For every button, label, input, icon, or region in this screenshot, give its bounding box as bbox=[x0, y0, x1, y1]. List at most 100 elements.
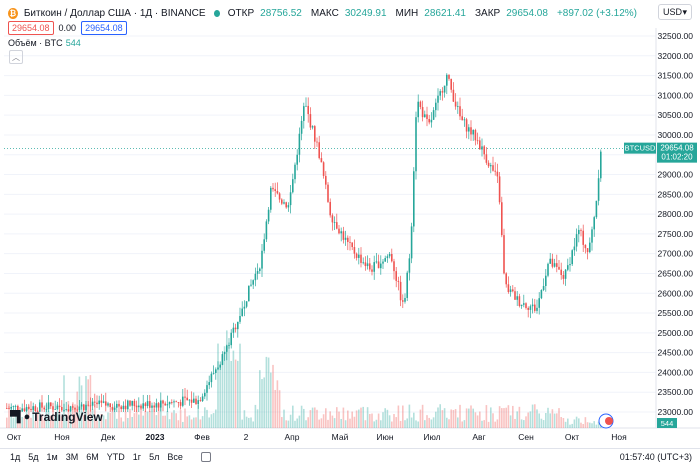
volume-bar bbox=[446, 417, 448, 428]
time-tick-label: 2 bbox=[244, 432, 249, 442]
candle-body bbox=[406, 272, 408, 298]
volume-bar bbox=[173, 410, 175, 428]
clock[interactable]: 01:57:40 (UTC+3) bbox=[619, 452, 692, 462]
close-label: ЗАКР bbox=[475, 7, 501, 19]
candle-body bbox=[243, 306, 246, 309]
candle-body bbox=[296, 154, 298, 165]
volume-bar bbox=[461, 421, 463, 428]
symbol-title[interactable]: Биткоин / Доллар США · 1Д · BINANCE bbox=[23, 7, 206, 19]
price-tick-label: 30500.00 bbox=[658, 110, 694, 120]
volume-bar bbox=[252, 421, 254, 428]
volume-bar bbox=[14, 413, 17, 428]
volume-bar bbox=[212, 413, 215, 428]
volume-bar bbox=[294, 420, 296, 428]
volume-bar bbox=[371, 413, 373, 428]
candle-body bbox=[41, 402, 43, 408]
collapse-legend-icon[interactable]: ︿ bbox=[9, 50, 23, 64]
timeframe-all[interactable]: Все bbox=[167, 452, 183, 462]
candle-body bbox=[206, 385, 208, 393]
volume-bar bbox=[131, 416, 133, 428]
volume-bar bbox=[83, 415, 85, 428]
volume-bar bbox=[186, 416, 188, 428]
time-tick-label: 2023 bbox=[146, 432, 165, 442]
tradingview-label: TradingView bbox=[32, 410, 103, 424]
candle-body bbox=[472, 129, 474, 135]
volume-bar bbox=[481, 420, 483, 428]
candle-body bbox=[311, 126, 314, 128]
candle-body bbox=[8, 408, 10, 409]
date-range-icon[interactable] bbox=[200, 452, 211, 462]
candle-body bbox=[545, 275, 547, 286]
volume-bar bbox=[111, 410, 114, 428]
volume-bar bbox=[309, 410, 312, 428]
candle-body bbox=[23, 408, 26, 411]
candle-body bbox=[219, 364, 221, 368]
candle-body bbox=[303, 106, 305, 121]
sell-button[interactable]: 29654.08 bbox=[8, 21, 54, 35]
candle-body bbox=[113, 407, 116, 410]
volume-bar bbox=[505, 407, 507, 428]
timeframe-1y[interactable]: 1г bbox=[132, 452, 142, 462]
candle-body bbox=[78, 406, 81, 411]
volume-legend[interactable]: Объём · BTC 544 bbox=[8, 38, 81, 48]
price-tick-label: 26000.00 bbox=[658, 288, 694, 298]
volume-bar bbox=[459, 404, 461, 428]
volume-bar bbox=[487, 421, 490, 428]
volume-bar bbox=[437, 407, 439, 428]
candle-body bbox=[386, 256, 389, 259]
low-label: МИН bbox=[395, 7, 419, 19]
timeframe-3m[interactable]: 3М bbox=[65, 452, 79, 462]
timeframe-5d[interactable]: 5д bbox=[28, 452, 39, 462]
price-tick-label: 29000.00 bbox=[658, 170, 694, 180]
volume-bar bbox=[327, 419, 329, 428]
candle-body bbox=[256, 271, 259, 274]
candle-body bbox=[525, 303, 527, 308]
candle-body bbox=[138, 405, 140, 408]
candle-body bbox=[208, 382, 210, 386]
change-value: +897.02 (+3.12%) bbox=[556, 7, 637, 19]
volume-bar bbox=[586, 422, 589, 428]
candle-body bbox=[85, 404, 87, 411]
volume-bar bbox=[593, 421, 595, 428]
candle-body bbox=[540, 289, 543, 299]
timeframe-6m[interactable]: 6М bbox=[86, 452, 99, 462]
candle-body bbox=[512, 289, 514, 292]
currency-select[interactable]: USD ▾ bbox=[658, 4, 692, 20]
volume-bar bbox=[41, 414, 43, 428]
timeframe-1m[interactable]: 1м bbox=[46, 452, 58, 462]
volume-bar bbox=[452, 409, 455, 428]
volume-bar bbox=[36, 410, 39, 428]
price-tick-label: 25000.00 bbox=[658, 328, 694, 338]
candle-body bbox=[507, 284, 510, 292]
volume-bar bbox=[45, 404, 48, 428]
candle-body bbox=[157, 403, 160, 408]
volume-bar bbox=[94, 404, 96, 428]
volume-bar bbox=[12, 417, 15, 428]
volume-bar bbox=[146, 411, 149, 428]
market-open-icon bbox=[213, 9, 220, 17]
buy-button[interactable]: 29654.08 bbox=[81, 21, 127, 35]
candle-body bbox=[397, 280, 400, 282]
volume-bar bbox=[353, 416, 356, 428]
volume-bar bbox=[338, 411, 340, 428]
candle-body bbox=[261, 250, 263, 269]
volume-bar bbox=[582, 424, 584, 428]
candle-body bbox=[173, 401, 175, 403]
tradingview-logo[interactable]: ▀▌● TradingView bbox=[10, 410, 103, 424]
volume-bar bbox=[518, 406, 521, 428]
volume-bar bbox=[272, 364, 274, 428]
timeframe-ytd[interactable]: YTD bbox=[106, 452, 125, 462]
candle-body bbox=[419, 101, 422, 107]
timeframe-1d[interactable]: 1д bbox=[10, 452, 21, 462]
candle-body bbox=[239, 315, 241, 322]
candle-body bbox=[63, 409, 65, 411]
time-tick-label: Сен bbox=[518, 432, 534, 442]
volume-bar bbox=[331, 415, 334, 428]
timeframe-5y[interactable]: 5л bbox=[149, 452, 160, 462]
volume-bar bbox=[28, 405, 30, 428]
candle-body bbox=[589, 242, 591, 253]
candle-body bbox=[560, 269, 562, 275]
candle-body bbox=[595, 200, 598, 218]
candle-body bbox=[380, 263, 382, 269]
